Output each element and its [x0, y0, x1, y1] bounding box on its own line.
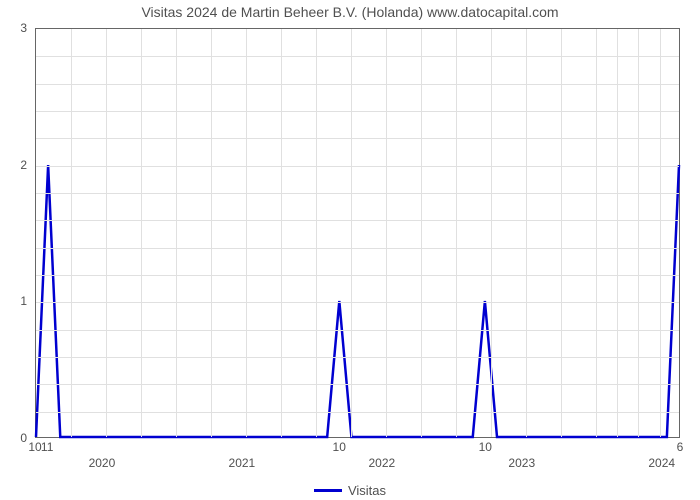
vgrid-year	[316, 29, 317, 437]
vgrid-year	[176, 29, 177, 437]
hgrid-minor	[36, 138, 679, 139]
x-year-label: 2023	[508, 456, 535, 470]
hgrid-minor	[36, 275, 679, 276]
x-point-label: 10	[28, 440, 41, 454]
x-year-label: 2021	[229, 456, 256, 470]
vgrid-quarter	[421, 29, 422, 437]
vgrid-quarter	[246, 29, 247, 437]
hgrid-minor	[36, 384, 679, 385]
hgrid-minor	[36, 56, 679, 57]
hgrid-minor	[36, 412, 679, 413]
vgrid-quarter	[106, 29, 107, 437]
vgrid-quarter	[281, 29, 282, 437]
hgrid-minor	[36, 84, 679, 85]
legend-item-visitas: Visitas	[314, 483, 386, 498]
vgrid-quarter	[617, 29, 618, 437]
hgrid-major	[36, 166, 679, 167]
y-tick-label: 2	[0, 158, 27, 172]
hgrid-minor	[36, 330, 679, 331]
vgrid-quarter	[526, 29, 527, 437]
x-year-label: 2024	[648, 456, 675, 470]
hgrid-major	[36, 302, 679, 303]
series-polyline	[36, 165, 679, 437]
chart-title: Visitas 2024 de Martin Beheer B.V. (Hola…	[0, 4, 700, 20]
y-tick-label: 1	[0, 294, 27, 308]
legend: Visitas	[0, 480, 700, 498]
x-point-label: 10	[333, 440, 346, 454]
vgrid-quarter	[660, 29, 661, 437]
hgrid-minor	[36, 220, 679, 221]
hgrid-minor	[36, 248, 679, 249]
chart-canvas: Visitas 2024 de Martin Beheer B.V. (Hola…	[0, 0, 700, 500]
vgrid-quarter	[71, 29, 72, 437]
vgrid-year	[596, 29, 597, 437]
vgrid-quarter	[211, 29, 212, 437]
vgrid-quarter	[638, 29, 639, 437]
series-line	[36, 29, 679, 437]
vgrid-year	[456, 29, 457, 437]
x-point-label: 10	[479, 440, 492, 454]
legend-label: Visitas	[348, 483, 386, 498]
plot-area	[35, 28, 680, 438]
hgrid-minor	[36, 111, 679, 112]
hgrid-minor	[36, 193, 679, 194]
y-tick-label: 3	[0, 21, 27, 35]
vgrid-quarter	[561, 29, 562, 437]
y-tick-label: 0	[0, 431, 27, 445]
x-point-label: 6	[677, 440, 684, 454]
vgrid-quarter	[141, 29, 142, 437]
vgrid-quarter	[386, 29, 387, 437]
vgrid-quarter	[491, 29, 492, 437]
vgrid-quarter	[351, 29, 352, 437]
hgrid-minor	[36, 357, 679, 358]
x-year-label: 2022	[368, 456, 395, 470]
legend-swatch	[314, 489, 342, 492]
x-year-label: 2020	[89, 456, 116, 470]
x-point-label: 11	[41, 440, 53, 454]
